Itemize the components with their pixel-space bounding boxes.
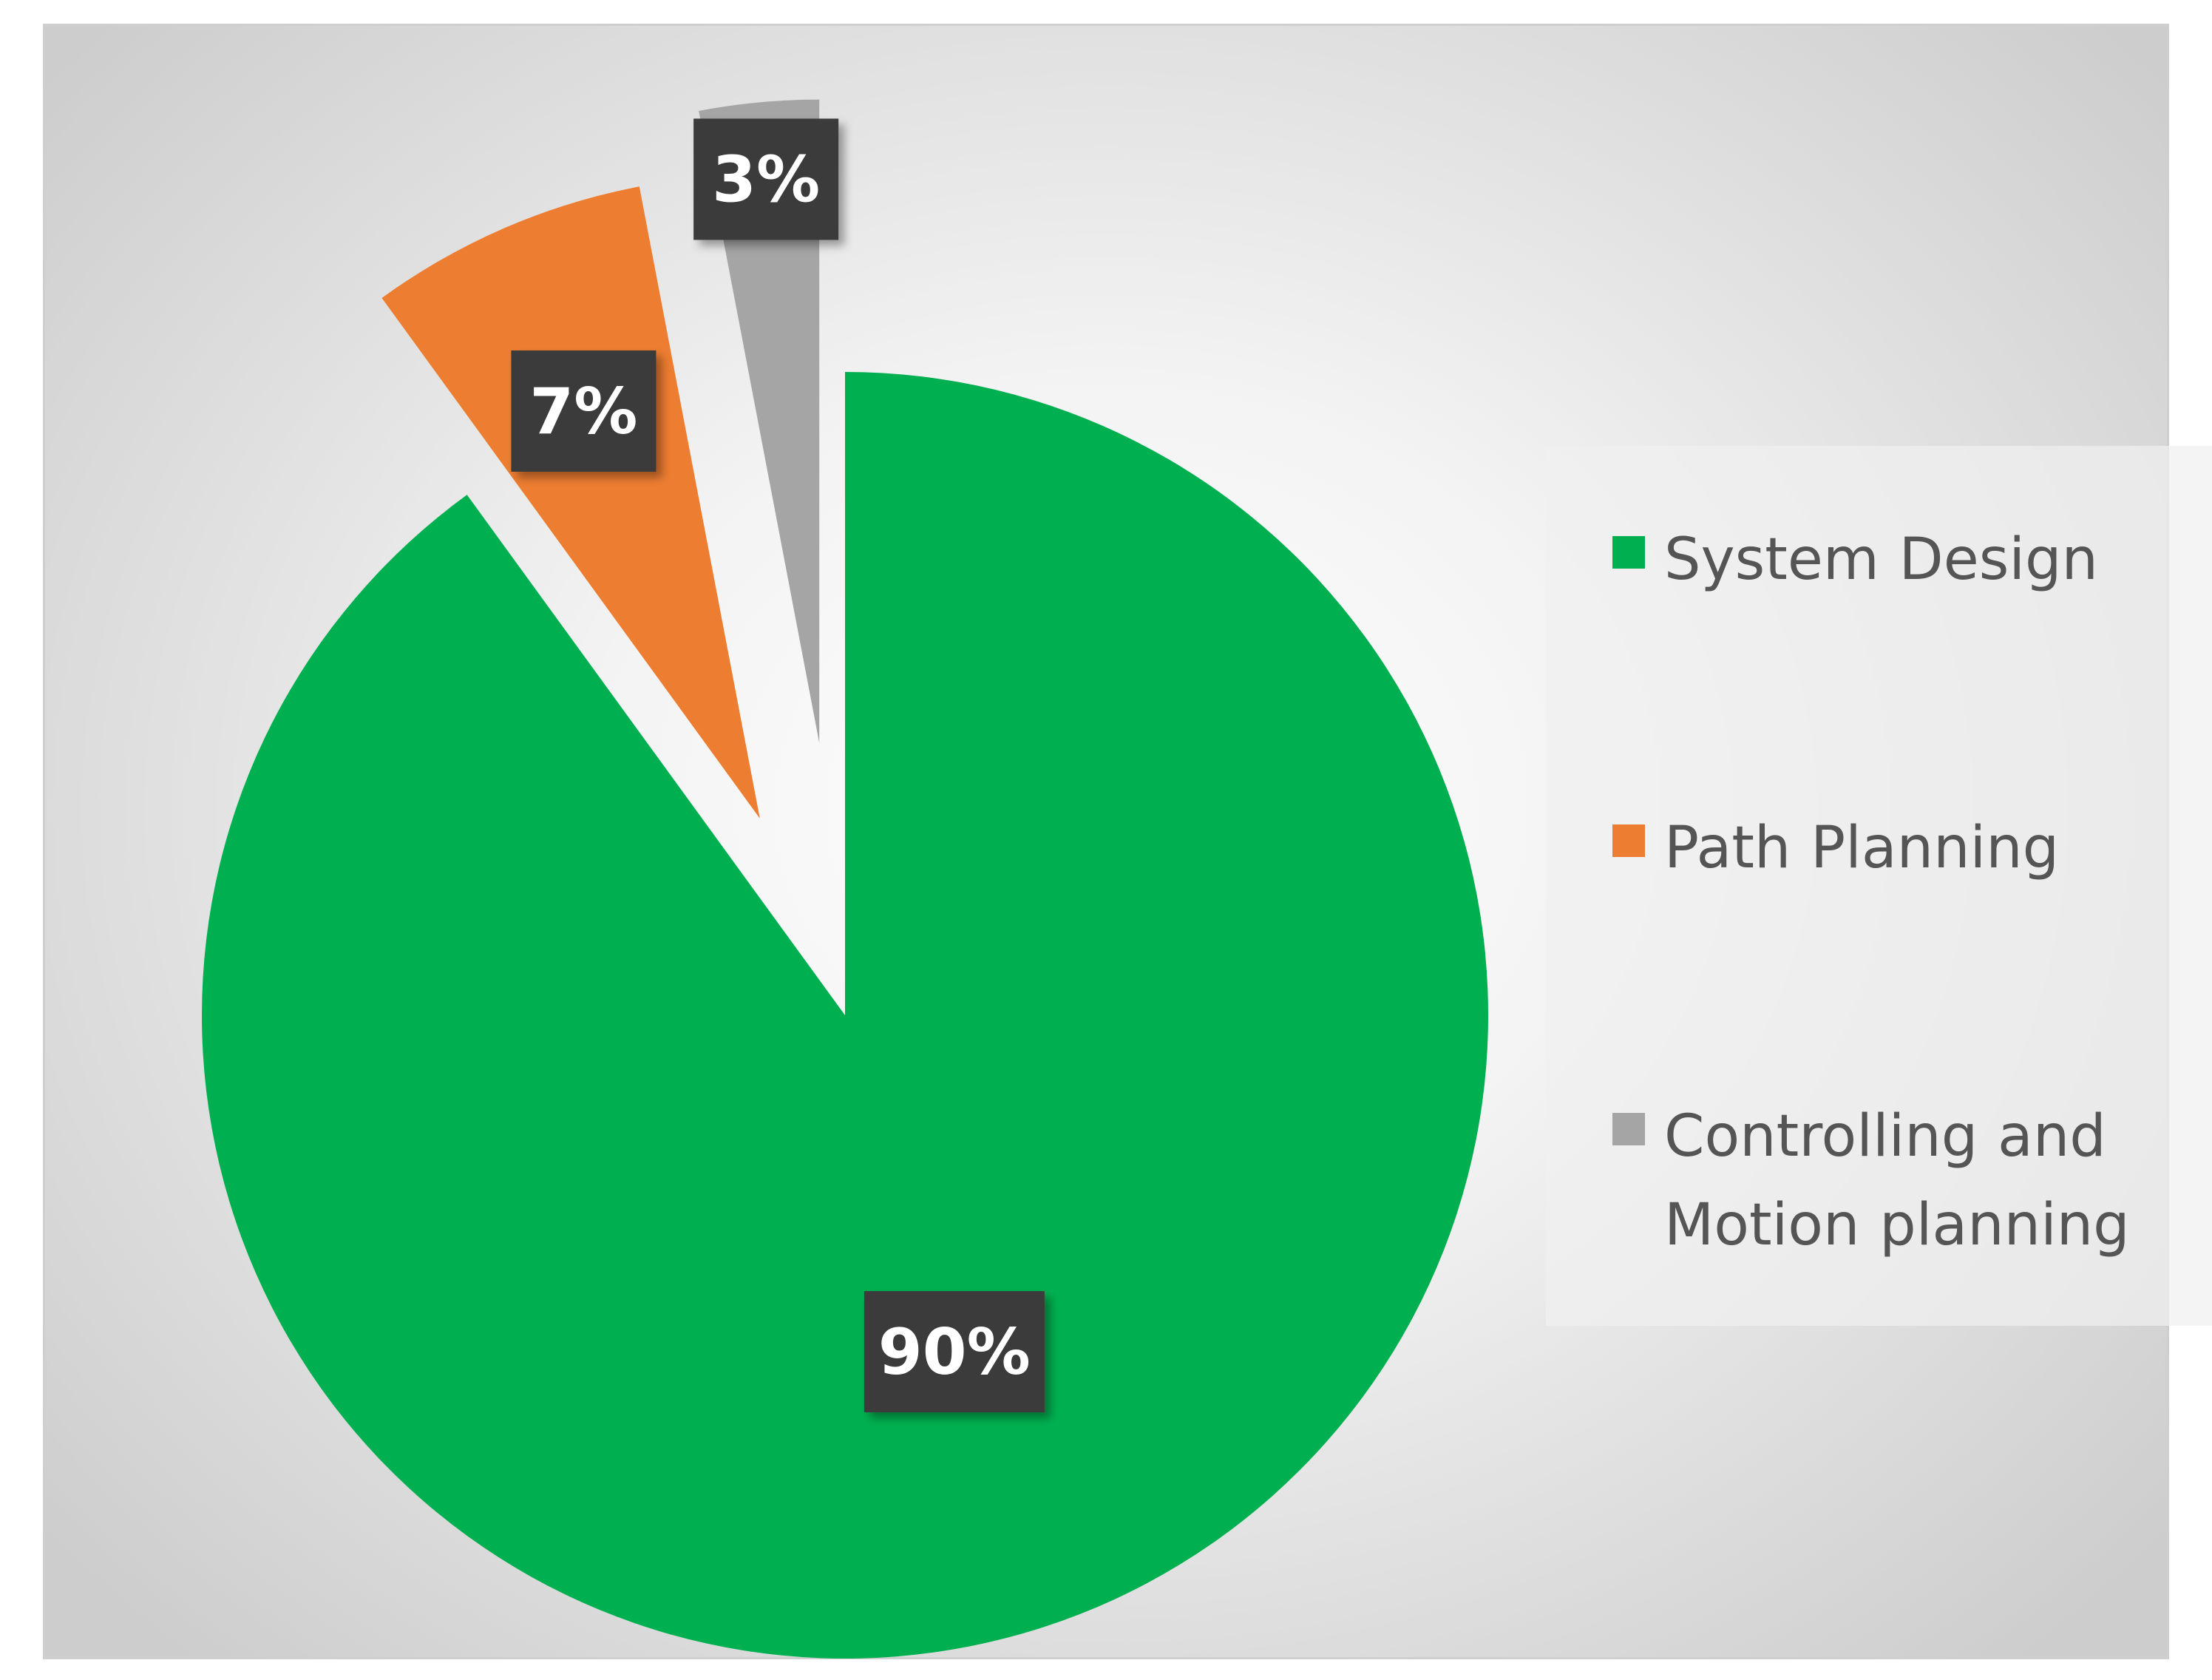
legend-item-path-planning[interactable]: Path Planning [1612,804,2182,892]
data-label-controlling-and-motion-planning: 3% [693,118,839,240]
legend-swatch-controlling-and-motion-planning [1612,1113,1645,1145]
legend: System Design Path Planning Controlling … [1546,446,2212,1326]
legend-item-controlling-and-motion-planning[interactable]: Controlling and Motion planning [1612,1092,2182,1270]
pie-slice-system-design[interactable] [201,372,1488,1659]
data-label-text: 3% [712,143,820,217]
data-labels: 90% 7% 3% [511,118,1045,1413]
pie-chart: 90% 7% 3% [201,99,1488,1659]
data-label-box [511,350,657,472]
pie-slices [201,99,1488,1659]
data-label-text: 90% [878,1315,1031,1389]
pie-slice-path-planning[interactable] [381,186,760,819]
data-label-path-planning: 7% [511,350,657,472]
chart-area: 90% 7% 3% System Design Path Planning Cont… [43,24,2212,1659]
data-label-box [864,1291,1045,1413]
pie-slice-controlling-and-motion-planning[interactable] [699,99,820,743]
legend-swatch-system-design [1612,536,1645,569]
legend-swatch-path-planning [1612,824,1645,857]
legend-label-system-design: System Design [1664,526,2098,593]
data-label-box [693,118,839,240]
legend-label-path-planning: Path Planning [1664,815,2060,881]
legend-label-controlling-and-motion-planning: Controlling and Motion planning [1664,1103,2130,1259]
data-label-system-design: 90% [864,1291,1045,1413]
data-label-text: 7% [529,375,637,449]
legend-item-system-design[interactable]: System Design [1612,515,2182,604]
